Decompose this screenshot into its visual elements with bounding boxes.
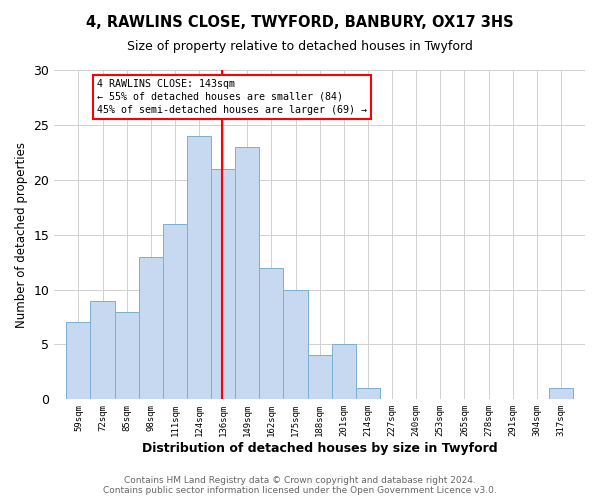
Bar — [259, 268, 283, 400]
Text: 4 RAWLINS CLOSE: 143sqm
← 55% of detached houses are smaller (84)
45% of semi-de: 4 RAWLINS CLOSE: 143sqm ← 55% of detache… — [97, 79, 367, 115]
Text: Contains HM Land Registry data © Crown copyright and database right 2024.
Contai: Contains HM Land Registry data © Crown c… — [103, 476, 497, 495]
Text: 4, RAWLINS CLOSE, TWYFORD, BANBURY, OX17 3HS: 4, RAWLINS CLOSE, TWYFORD, BANBURY, OX17… — [86, 15, 514, 30]
Bar — [115, 312, 139, 400]
Bar — [283, 290, 308, 400]
Bar — [549, 388, 573, 400]
Bar — [211, 169, 235, 400]
Bar — [163, 224, 187, 400]
Bar — [308, 356, 332, 400]
Bar — [91, 300, 115, 400]
Bar — [235, 147, 259, 400]
Bar — [187, 136, 211, 400]
Bar — [332, 344, 356, 400]
Text: Size of property relative to detached houses in Twyford: Size of property relative to detached ho… — [127, 40, 473, 53]
Bar — [67, 322, 91, 400]
Bar — [356, 388, 380, 400]
Bar — [139, 256, 163, 400]
X-axis label: Distribution of detached houses by size in Twyford: Distribution of detached houses by size … — [142, 442, 497, 455]
Y-axis label: Number of detached properties: Number of detached properties — [15, 142, 28, 328]
